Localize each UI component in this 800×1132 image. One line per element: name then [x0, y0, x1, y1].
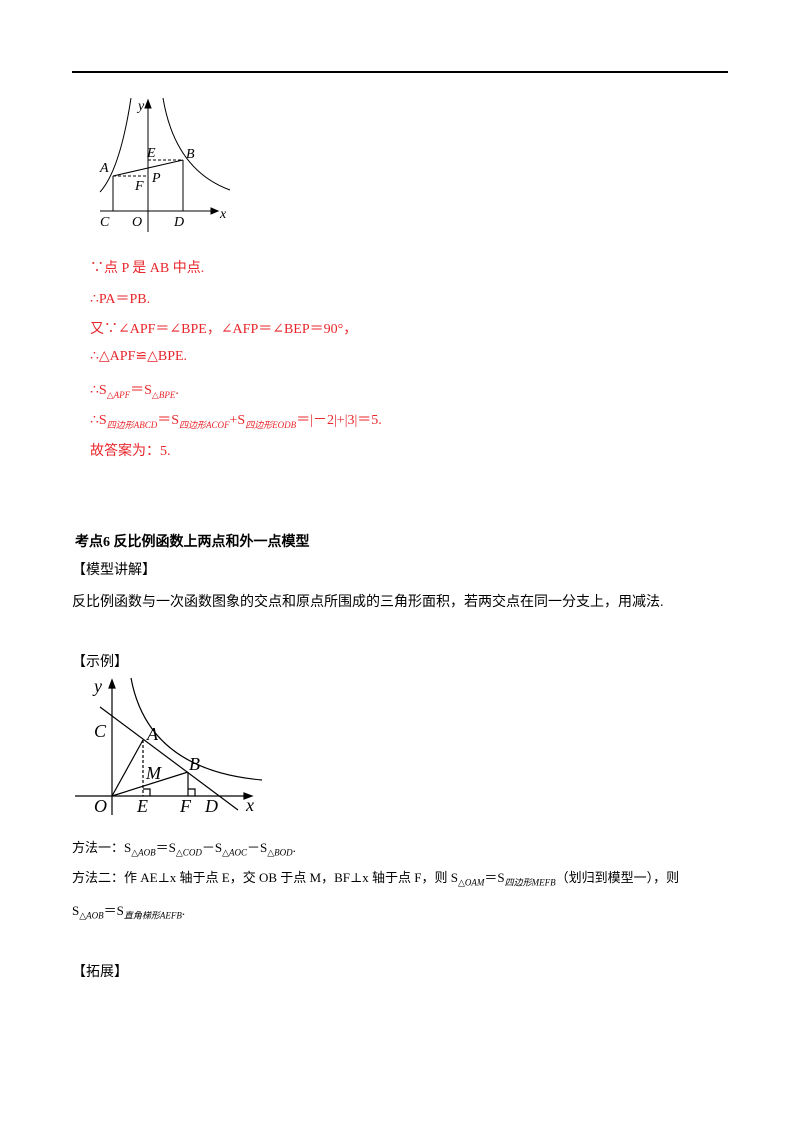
text: ＝S — [155, 840, 176, 855]
text: . — [181, 903, 186, 918]
figure-2 — [75, 677, 263, 815]
label: E — [146, 146, 156, 161]
text: +S — [229, 413, 246, 428]
text: ＝S — [103, 903, 124, 918]
label: B — [189, 754, 200, 774]
solution-line: ∴S四边形ABCD＝S四边形ACOF+S四边形EODB＝|－2|+|3|＝5. — [90, 409, 382, 431]
figure-1 — [99, 97, 231, 232]
method-2: S△AOB＝S直角梯形AEFB. — [72, 900, 185, 922]
solution-line: ∵点 P 是 AB 中点. — [90, 257, 204, 277]
text: （划归到模型一），则 — [555, 870, 680, 885]
figure-1-labels: y A E B F P C O D x — [99, 99, 227, 230]
method-1: 方法一：S△AOB＝S△COD－S△AOC－S△BOD. — [72, 837, 296, 859]
solution-line: 又∵∠APF＝∠BPE，∠AFP＝∠BEP＝90°， — [90, 318, 357, 338]
method-2: 方法二：作 AE⊥x 轴于点 E，交 OB 于点 M，BF⊥x 轴于点 F，则 … — [72, 867, 679, 889]
text: 方法一：S — [72, 840, 132, 855]
text: ＝S — [157, 413, 179, 428]
label: y — [136, 99, 145, 114]
subscript: △APF — [106, 389, 131, 400]
subscript: △AOB — [79, 910, 104, 921]
label: C — [94, 721, 107, 741]
text: 又∵∠APF＝∠BPE，∠AFP＝∠BEP＝90°， — [90, 322, 358, 337]
label: O — [132, 215, 142, 230]
text: ∴△APF≌△BPE. — [90, 349, 188, 364]
label: P — [151, 171, 161, 186]
subscript: 直角梯形AEFB — [123, 910, 182, 921]
text: ＝S — [130, 383, 152, 398]
subheading: 【模型讲解】 — [72, 563, 156, 578]
text: 故答案为：5. — [90, 444, 171, 459]
text: ∴S — [90, 413, 107, 428]
subheading: 【拓展】 — [72, 965, 128, 980]
label: x — [245, 795, 254, 815]
text: 方法二：作 AE⊥x 轴于点 E，交 OB 于点 M，BF⊥x 轴于点 F，则 … — [72, 870, 458, 885]
solution-line: ∴S△APF＝S△BPE. — [90, 379, 179, 401]
text: －S — [246, 840, 268, 855]
text: ＝S — [484, 870, 505, 885]
subscript: 四边形MEFB — [504, 877, 556, 888]
text: . — [292, 840, 296, 855]
solution-line: ∴PA＝PB. — [90, 288, 150, 308]
subscript: 四边形EODB — [245, 419, 297, 430]
subheading: 【示例】 — [72, 655, 128, 670]
label: E — [136, 796, 148, 816]
label: F — [179, 796, 192, 816]
label: B — [186, 147, 195, 162]
subscript: △COD — [175, 847, 202, 858]
text: ∴PA＝PB. — [90, 292, 151, 307]
subscript: △AOB — [131, 847, 156, 858]
label: D — [173, 215, 184, 230]
label: C — [100, 215, 110, 230]
text: S — [72, 903, 80, 918]
solution-line: 故答案为：5. — [90, 440, 171, 460]
text: . — [175, 383, 179, 398]
text: ∴S — [90, 383, 107, 398]
subscript: △BOD — [267, 847, 293, 858]
text: －S — [201, 840, 223, 855]
header-rule — [72, 71, 728, 73]
label: M — [145, 763, 162, 783]
label: A — [99, 161, 109, 176]
subscript: △OAM — [457, 877, 485, 888]
subscript: △AOC — [222, 847, 247, 858]
subscript: 四边形ABCD — [106, 419, 158, 430]
subscript: 四边形ACOF — [179, 419, 230, 430]
label: A — [146, 724, 159, 744]
text: ∵点 P 是 AB 中点. — [90, 261, 205, 276]
label: y — [92, 676, 102, 696]
label: O — [94, 796, 107, 816]
text: ＝|－2|+|3|＝5. — [296, 413, 382, 428]
paragraph: 反比例函数与一次函数图象的交点和原点所围成的三角形面积，若两交点在同一分支上，用… — [72, 595, 664, 610]
solution-line: ∴△APF≌△BPE. — [90, 348, 187, 365]
subscript: △BPE — [151, 389, 176, 400]
label: F — [134, 179, 144, 194]
section-heading: 考点6 反比例函数上两点和外一点模型 — [75, 535, 310, 550]
figure-2-labels: y C A M B O E F D x — [92, 676, 254, 816]
label: D — [204, 796, 218, 816]
label: x — [219, 207, 227, 222]
